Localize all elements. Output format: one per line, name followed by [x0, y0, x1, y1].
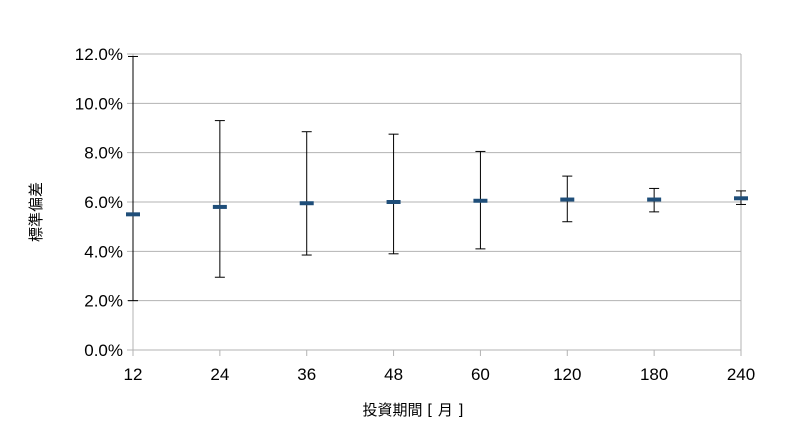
x-tick-label: 36 [297, 365, 316, 384]
x-tick-label: 24 [210, 365, 229, 384]
mean-marker [560, 197, 575, 202]
mean-marker [386, 200, 401, 204]
y-tick-label: 8.0% [84, 144, 123, 163]
mean-marker [212, 204, 227, 209]
x-tick-label: 120 [553, 365, 581, 384]
x-axis-title: 投資期間 [ 月 ] [362, 401, 463, 419]
y-tick-label: 10.0% [75, 94, 123, 113]
y-axis-title: 標準偏差 [27, 182, 45, 242]
grid-layer [127, 53, 741, 351]
mean-marker [647, 197, 662, 202]
x-tick-label: 240 [727, 365, 755, 384]
y-tick-label: 12.0% [75, 45, 123, 64]
y-tick-label: 4.0% [84, 242, 123, 261]
tick-label-layer: 0.0% 2.0% 4.0% 6.0% 8.0% 10.0% 12.0% 12 24 36 48 60… [75, 45, 755, 384]
x-tick-label: 180 [640, 365, 668, 384]
y-tick-label: 0.0% [84, 341, 123, 360]
x-tick-label: 12 [124, 365, 143, 384]
mean-marker [299, 201, 314, 206]
y-tick-label: 6.0% [84, 193, 123, 212]
mean-marker [473, 198, 488, 203]
x-tick-label: 48 [384, 365, 403, 384]
error-bar-layer [126, 55, 748, 302]
x-tick-label: 60 [471, 365, 490, 384]
y-tick-label: 2.0% [84, 292, 123, 311]
mean-marker [734, 196, 748, 201]
mean-marker [126, 212, 140, 217]
